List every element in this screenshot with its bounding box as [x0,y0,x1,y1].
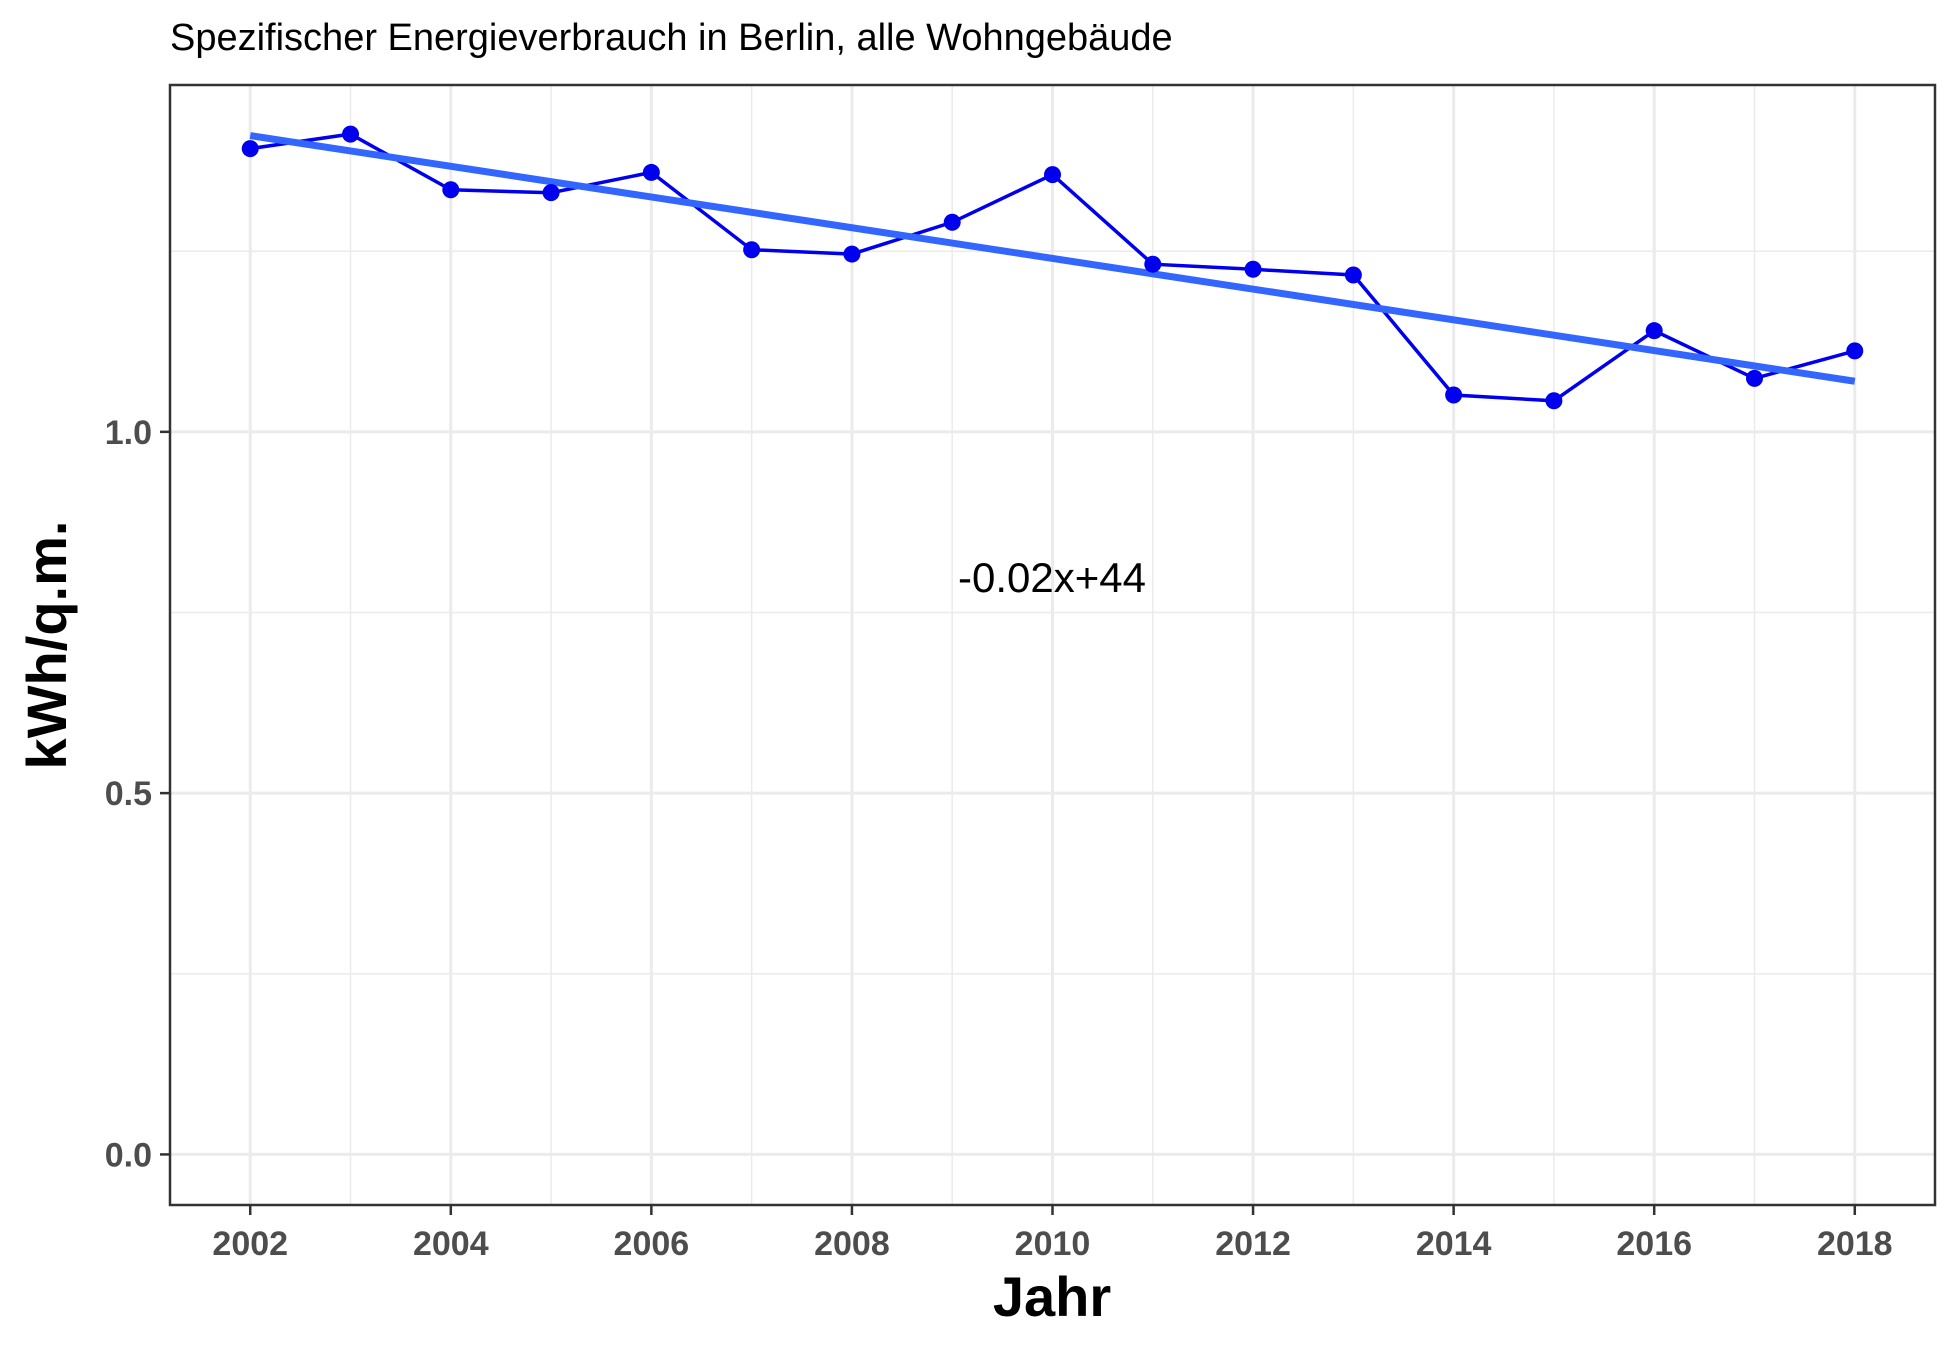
x-tick-label: 2018 [1817,1225,1893,1263]
data-point [342,125,360,143]
data-point [1545,392,1563,410]
x-tick-label: 2010 [1015,1225,1091,1263]
data-point [1044,166,1061,184]
data-point [943,213,961,231]
data-point [642,163,660,181]
x-axis-title: Jahr [993,1265,1111,1328]
trend-equation: -0.02x+44 [958,554,1146,601]
data-point [1645,322,1663,340]
data-point [1244,260,1262,278]
data-point [241,140,259,158]
y-tick-label: 0.0 [105,1136,152,1174]
data-point [1144,255,1162,273]
data-point [1445,386,1463,404]
x-tick-label: 2008 [814,1225,890,1263]
data-point [1344,266,1362,284]
y-axis: 0.0 0.5 1.0 [105,414,170,1174]
data-point [542,184,560,202]
x-tick-label: 2016 [1616,1225,1692,1263]
chart-title: Spezifischer Energieverbrauch in Berlin,… [170,17,1173,59]
x-tick-label: 2006 [614,1225,690,1263]
x-axis: 2002 2004 2006 2008 2010 2012 2014 2016 2018 [212,1205,1893,1263]
x-tick-label: 2004 [413,1225,489,1263]
data-point [1846,342,1864,360]
data-point [743,241,761,259]
y-tick-label: 1.0 [105,414,152,452]
trend-line [249,132,1856,385]
data-layer [241,125,1864,410]
data-point [843,245,861,263]
y-tick-label: 0.5 [105,775,152,813]
x-tick-label: 2014 [1416,1225,1492,1263]
data-point [442,181,460,199]
grid [170,85,1935,1205]
x-tick-label: 2002 [212,1225,288,1263]
x-tick-label: 2012 [1215,1225,1291,1263]
data-point [1745,369,1763,387]
y-axis-title: kWh/q.m. [15,521,78,770]
